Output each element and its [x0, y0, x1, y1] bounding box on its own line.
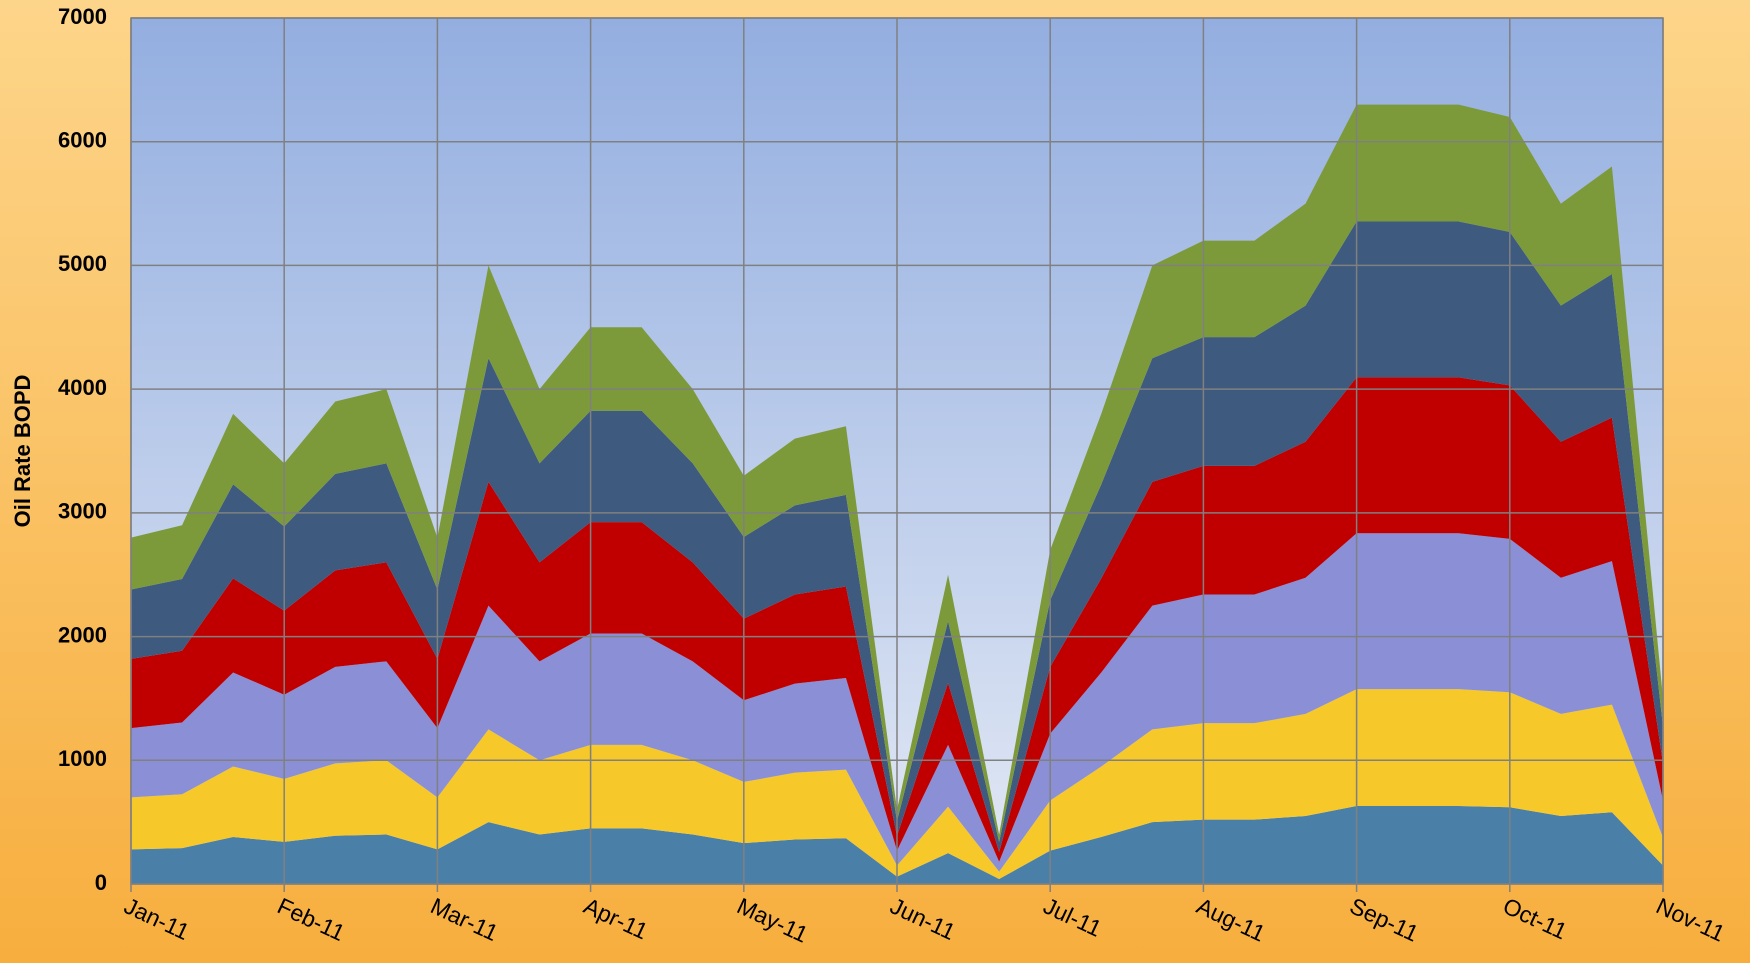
y-tick-label: 5000: [58, 251, 107, 276]
y-tick-label: 1000: [58, 746, 107, 771]
area: [131, 377, 1663, 862]
y-tick-label: 6000: [58, 128, 107, 153]
y-tick-label: 4000: [58, 375, 107, 400]
y-tick-label: 3000: [58, 499, 107, 524]
y-axis-label: Oil Rate BOPD: [10, 375, 35, 528]
y-tick-label: 0: [95, 870, 107, 895]
area: [131, 689, 1663, 880]
y-tick-label: 7000: [58, 4, 107, 29]
area: [131, 104, 1663, 842]
plot-border: [130, 17, 1664, 885]
y-tick-label: 2000: [58, 622, 107, 647]
area: [131, 533, 1663, 872]
area: [131, 806, 1663, 884]
area: [131, 221, 1663, 852]
